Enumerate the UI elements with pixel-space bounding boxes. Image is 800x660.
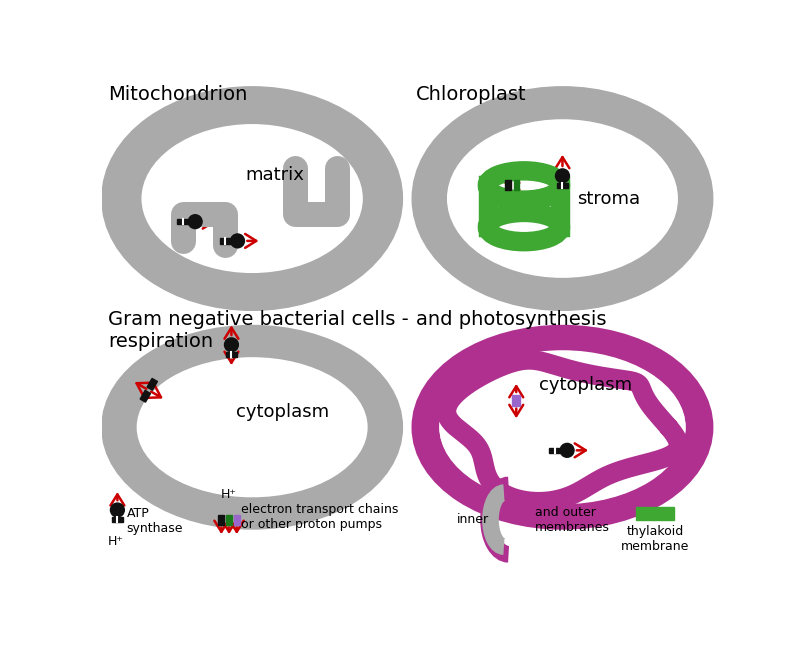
Ellipse shape [426,100,699,297]
Text: and photosynthesis: and photosynthesis [416,310,606,329]
Polygon shape [147,378,158,390]
Text: Gram negative bacterial cells -
respiration: Gram negative bacterial cells - respirat… [108,310,409,351]
Bar [234,515,240,525]
Bar [557,183,568,188]
Circle shape [555,169,570,183]
Ellipse shape [137,357,368,498]
Bar [513,395,520,406]
Text: inner: inner [457,513,489,526]
Circle shape [230,234,245,248]
Bar [636,507,674,520]
Text: thylakoid
membrane: thylakoid membrane [621,525,689,553]
Circle shape [225,338,238,352]
Text: Mitochondrion: Mitochondrion [108,85,247,104]
Bar [514,180,519,191]
Bar [506,180,511,191]
Polygon shape [140,391,150,402]
Ellipse shape [447,119,678,278]
Text: ATP
synthase: ATP synthase [126,507,183,535]
Text: stroma: stroma [577,189,640,207]
Bar [178,219,188,224]
Text: H⁺: H⁺ [108,535,124,548]
Circle shape [110,503,124,517]
Ellipse shape [439,112,686,286]
Text: H⁺: H⁺ [221,488,237,501]
Bar [112,517,122,522]
Bar [218,515,225,525]
Ellipse shape [129,350,375,504]
Text: and outer
membranes: and outer membranes [534,506,610,534]
Text: electron transport chains
or other proton pumps: electron transport chains or other proto… [241,504,398,531]
Ellipse shape [115,100,390,297]
Ellipse shape [439,350,686,504]
Bar [550,447,560,453]
Bar [220,238,230,244]
Text: matrix: matrix [246,166,305,184]
Bar [226,352,237,357]
Text: Chloroplast: Chloroplast [416,85,526,104]
Bar [226,515,232,525]
Circle shape [560,444,574,457]
Ellipse shape [426,339,699,516]
Ellipse shape [129,112,375,286]
Ellipse shape [115,339,390,516]
Circle shape [188,214,202,228]
Text: cytoplasm: cytoplasm [236,403,330,421]
Text: cytoplasm: cytoplasm [539,376,632,394]
